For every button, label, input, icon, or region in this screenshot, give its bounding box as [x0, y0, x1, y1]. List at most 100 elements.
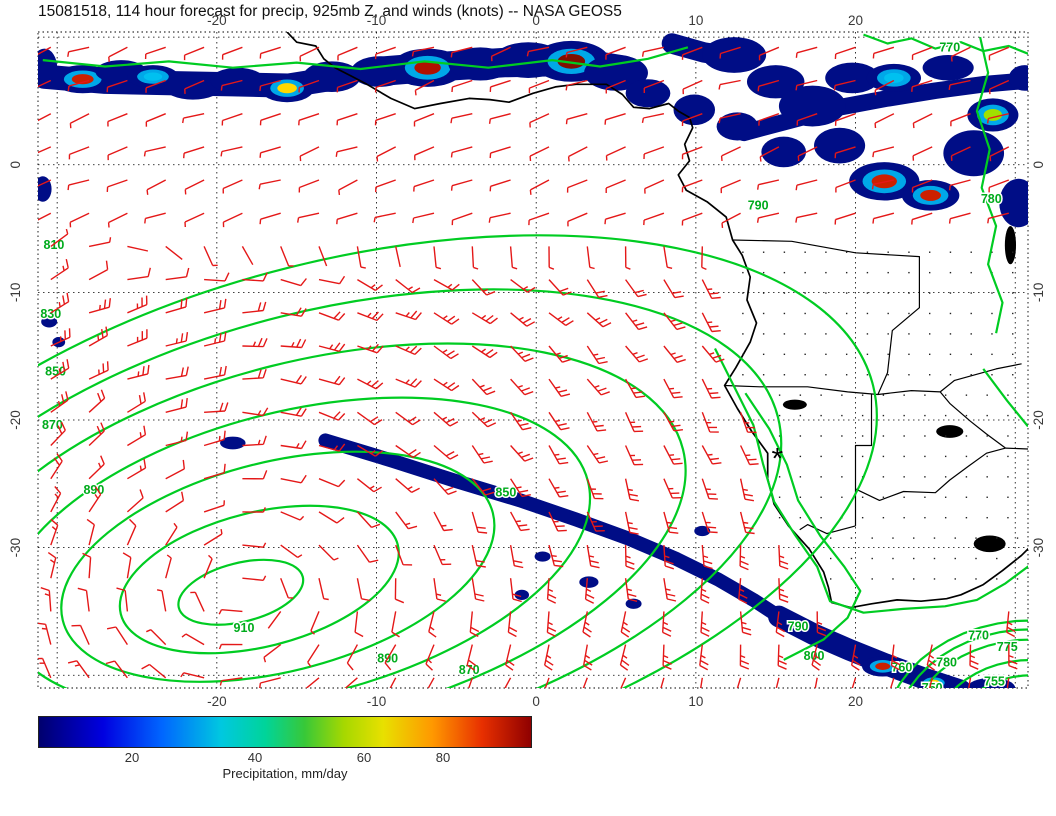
station-marker: *: [771, 443, 783, 476]
stipple-dot: [1012, 292, 1014, 294]
wind-barb: [701, 511, 718, 534]
stipple-dot: [762, 353, 765, 356]
wind-barb: [620, 677, 627, 688]
wind-barb: [116, 587, 129, 612]
precip-cell: [625, 598, 642, 609]
wind-barb: [106, 626, 128, 645]
stipple-dot: [845, 312, 848, 315]
contour-label: 810: [44, 238, 65, 252]
wind-barb: [280, 246, 294, 267]
wind-barb: [280, 374, 307, 385]
contour-label: 780: [981, 192, 1002, 206]
wind-barb: [280, 511, 305, 521]
wind-barb: [310, 611, 320, 635]
y-axis-tick-label-right: -30: [1031, 538, 1046, 558]
wind-barb: [299, 46, 320, 62]
wind-barb: [701, 312, 721, 333]
wind-barb: [586, 478, 604, 500]
stipple-dot: [986, 476, 988, 478]
stipple-dot: [850, 537, 853, 539]
stipple-dot: [882, 476, 885, 478]
wind-barb: [986, 113, 1009, 124]
wind-barb: [605, 79, 626, 94]
wind-barb: [156, 589, 167, 612]
wind-barb: [145, 113, 166, 127]
y-axis-tick-label-right: 0: [1031, 161, 1046, 169]
wind-barb: [912, 113, 933, 129]
wind-barb: [376, 146, 397, 162]
stipple-dot: [944, 516, 947, 519]
wind-barb: [141, 663, 167, 679]
stipple-dot: [944, 455, 947, 458]
wind-barb: [663, 378, 683, 399]
precip-cell-core: [143, 72, 163, 81]
wind-barb: [263, 644, 282, 663]
wind-barb: [528, 212, 550, 226]
stipple-dot: [1016, 537, 1019, 539]
wind-barb: [88, 298, 111, 314]
wind-barb: [739, 644, 750, 670]
country-border: [724, 384, 941, 396]
wind-barb: [720, 179, 741, 194]
wind-barb: [777, 644, 787, 670]
stipple-dot: [892, 578, 894, 580]
wind-barb: [165, 398, 188, 413]
wind-barb: [182, 113, 205, 124]
wind-barb: [127, 392, 146, 413]
wind-barb: [165, 522, 178, 546]
precip-cell: [922, 54, 974, 81]
wind-barb: [203, 463, 226, 480]
wind-barb: [395, 345, 422, 356]
wind-barb: [643, 146, 665, 160]
stipple-dot: [908, 374, 910, 376]
wind-barb: [468, 677, 473, 688]
height-contour-ring: [38, 342, 687, 688]
wind-barb: [242, 407, 269, 417]
wind-barb: [203, 298, 227, 314]
precip-cell: [514, 589, 530, 600]
wind-barb: [718, 113, 741, 124]
wind-barb: [204, 402, 229, 413]
wind-barb: [280, 307, 307, 317]
wind-barb: [318, 411, 346, 421]
wind-barb: [127, 245, 149, 252]
wind-barb: [681, 46, 703, 60]
wind-barb: [143, 146, 166, 157]
wind-barb: [357, 444, 383, 457]
wind-barb: [874, 113, 895, 129]
wind-barb: [267, 610, 282, 629]
stipple-dot: [820, 496, 822, 498]
contour-label: 850: [495, 486, 516, 500]
precip-cell: [584, 54, 648, 91]
height-contour-arc: [908, 628, 1028, 688]
wind-barb: [38, 212, 52, 221]
stipple-layer: [742, 251, 1019, 580]
wind-barb: [88, 389, 106, 413]
wind-barb: [374, 79, 396, 93]
wind-barb: [305, 677, 320, 688]
contour-label: 850: [45, 364, 66, 378]
contour-label: 830: [40, 307, 61, 321]
wind-barb: [834, 113, 856, 126]
contour-label: 780: [936, 655, 957, 669]
stipple-dot: [903, 394, 905, 396]
wind-barb: [203, 554, 213, 579]
stipple-dot: [996, 537, 998, 539]
wind-barb: [318, 478, 346, 488]
stipple-dot: [924, 516, 926, 519]
stipple-dot: [913, 557, 915, 560]
stipple-dot: [841, 414, 843, 417]
x-axis-tick-label-bottom: 10: [688, 694, 703, 709]
wind-barb: [911, 212, 933, 225]
stipple-dot: [845, 251, 848, 253]
wind-barb: [624, 246, 631, 270]
stipple-dot: [742, 374, 744, 376]
stipple-dot: [783, 292, 786, 294]
wind-barb: [394, 578, 405, 604]
wind-barb: [68, 146, 90, 160]
stipple-dot: [804, 333, 806, 335]
precip-cell-core: [277, 83, 297, 94]
stipple-dot: [882, 435, 885, 437]
stipple-dot: [799, 435, 802, 437]
wind-barb: [701, 445, 722, 465]
